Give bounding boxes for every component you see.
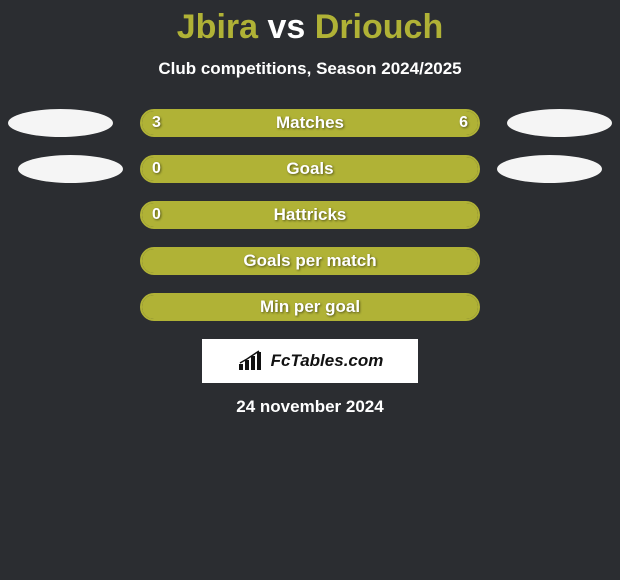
stat-left-value: 0 [152, 206, 161, 224]
logo-box: FcTables.com [202, 339, 418, 383]
stat-bar: 0 Hattricks [140, 201, 480, 229]
stat-bar-fill-right [253, 111, 478, 135]
player2-name: Driouch [315, 8, 443, 46]
vs-label: vs [267, 8, 305, 46]
stats-section: 3 Matches 6 0 Goals 0 Hattricks [0, 99, 620, 321]
stat-right-value: 6 [459, 114, 468, 132]
comparison-infographic: Jbira vs Driouch Club competitions, Seas… [0, 0, 620, 417]
stat-row-hattricks: 0 Hattricks [0, 201, 620, 229]
stat-bar: Min per goal [140, 293, 480, 321]
date-label: 24 november 2024 [0, 383, 620, 417]
stat-bar-fill-full [142, 203, 478, 227]
stat-row-goals: 0 Goals [0, 155, 620, 183]
stat-row-goals-per-match: Goals per match [0, 247, 620, 275]
stat-bar: 0 Goals [140, 155, 480, 183]
stat-bar: 3 Matches 6 [140, 109, 480, 137]
page-title: Jbira vs Driouch [0, 0, 620, 51]
stat-bar-fill-full [142, 295, 478, 319]
player1-badge-placeholder [8, 109, 113, 137]
logo-text: FcTables.com [271, 351, 384, 371]
stat-left-value: 0 [152, 160, 161, 178]
player1-badge-placeholder [18, 155, 123, 183]
subtitle: Club competitions, Season 2024/2025 [0, 51, 620, 99]
stat-bar: Goals per match [140, 247, 480, 275]
player2-badge-placeholder [507, 109, 612, 137]
stat-row-min-per-goal: Min per goal [0, 293, 620, 321]
player1-name: Jbira [177, 8, 258, 46]
stat-row-matches: 3 Matches 6 [0, 109, 620, 137]
stat-left-value: 3 [152, 114, 161, 132]
stat-bar-fill-full [142, 249, 478, 273]
player2-badge-placeholder [497, 155, 602, 183]
chart-icon [237, 350, 267, 372]
stat-bar-fill-full [142, 157, 478, 181]
